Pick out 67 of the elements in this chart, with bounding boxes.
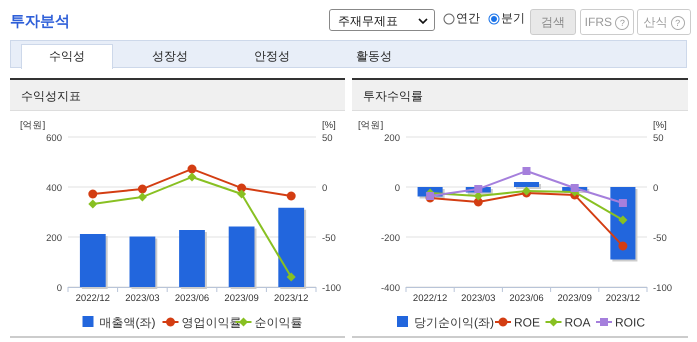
y2-tick-label: 50 xyxy=(653,133,664,144)
y2-tick-label: -50 xyxy=(653,233,667,244)
x-tick-label: 2023/06 xyxy=(509,293,544,304)
point xyxy=(286,192,296,200)
text: 성장성 xyxy=(151,48,189,65)
point xyxy=(188,164,196,174)
text: 투자분석 xyxy=(10,12,70,31)
point xyxy=(88,200,98,208)
y2-axis-title: [%] xyxy=(653,120,667,131)
chart-title: 투자수익률 xyxy=(363,89,423,103)
point xyxy=(618,199,627,207)
text: 활동성 xyxy=(355,48,393,65)
legend-label: 영업이익률 xyxy=(182,316,242,330)
point xyxy=(618,242,628,250)
point xyxy=(88,190,98,198)
y-axis-title: [억원] xyxy=(358,120,384,131)
chart-title: 수익성지표 xyxy=(21,89,81,103)
y-tick-label: 600 xyxy=(46,133,62,144)
legend-label: ROIC xyxy=(615,316,646,330)
legend-label: 당기순이익(좌) xyxy=(414,316,494,330)
y-tick-label: 0 xyxy=(394,183,400,194)
text: IFRS xyxy=(584,15,612,29)
y-tick-label: 400 xyxy=(46,183,62,194)
x-tick-label: 2023/09 xyxy=(558,293,592,304)
y-axis-title: [억원] xyxy=(20,120,46,131)
y2-tick-label: -100 xyxy=(322,283,342,294)
point xyxy=(522,167,530,175)
point xyxy=(570,184,579,192)
legend-label: ROE xyxy=(514,316,540,330)
legend-label: 순이익률 xyxy=(254,316,302,330)
legend-label: ROA xyxy=(564,316,591,330)
text: 검색 xyxy=(530,9,576,35)
point xyxy=(237,190,246,198)
text: 연간 xyxy=(456,10,480,27)
y2-tick-label: 0 xyxy=(322,183,328,194)
y2-tick-label: 50 xyxy=(322,133,333,144)
x-tick-label: 2022/12 xyxy=(76,293,110,304)
legend-label: 매출액(좌) xyxy=(100,316,156,330)
text: 수익성 xyxy=(21,44,113,69)
text: ? xyxy=(615,16,630,30)
point xyxy=(138,184,147,194)
y2-tick-label: 0 xyxy=(653,183,658,194)
text: ? xyxy=(670,16,685,30)
x-tick-label: 2023/12 xyxy=(274,293,308,304)
y-tick-label: 200 xyxy=(384,133,400,144)
point xyxy=(286,272,296,282)
y-tick-label: 0 xyxy=(56,283,62,294)
x-tick-label: 2022/12 xyxy=(412,293,448,304)
text: 주재무제표 xyxy=(329,9,435,31)
x-tick-label: 2023/12 xyxy=(606,293,640,304)
text: 산식 xyxy=(643,15,668,29)
y2-tick-label: -100 xyxy=(653,283,672,294)
x-tick-label: 2023/09 xyxy=(224,293,259,304)
x-tick-label: 2023/03 xyxy=(461,293,496,304)
x-tick-label: 2023/03 xyxy=(125,293,160,304)
y2-tick-label: -50 xyxy=(322,233,336,244)
point xyxy=(474,185,482,193)
x-tick-label: 2023/06 xyxy=(174,293,210,304)
y-tick-label: 200 xyxy=(46,233,62,244)
y-tick-label: -200 xyxy=(380,233,400,244)
y2-axis-title: [%] xyxy=(322,120,336,131)
point xyxy=(618,216,628,224)
text: 분기 xyxy=(501,10,525,27)
text: 안정성 xyxy=(253,48,291,65)
point xyxy=(138,192,147,202)
point xyxy=(188,172,196,182)
y-tick-label: -400 xyxy=(380,283,400,294)
